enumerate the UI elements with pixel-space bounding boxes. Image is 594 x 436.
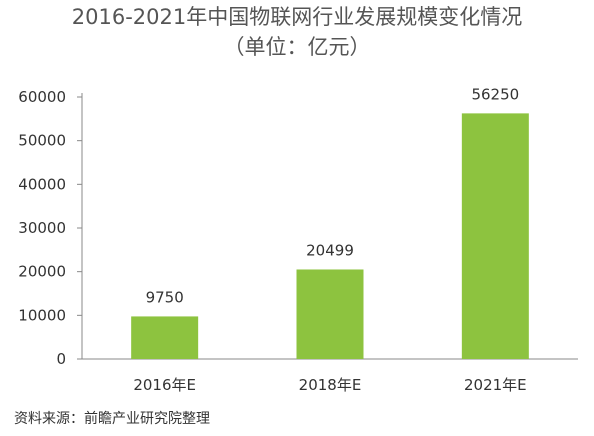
data-label: 9750 xyxy=(146,288,184,306)
bar xyxy=(131,316,199,359)
chart-subtitle: （单位：亿元） xyxy=(223,35,371,59)
chart-title: 2016-2021年中国物联网行业发展规模变化情况 xyxy=(71,5,523,29)
source-note: 资料来源：前瞻产业研究院整理 xyxy=(14,411,210,427)
data-label: 20499 xyxy=(306,241,354,259)
y-tick-label: 50000 xyxy=(18,132,66,150)
x-tick-label: 2018年E xyxy=(299,376,362,394)
y-tick-label: 30000 xyxy=(18,219,66,237)
data-label: 56250 xyxy=(471,85,519,103)
y-tick-label: 20000 xyxy=(18,263,66,281)
y-tick-label: 10000 xyxy=(18,306,66,324)
x-tick-label: 2021年E xyxy=(464,376,527,394)
y-tick-label: 60000 xyxy=(18,88,66,106)
y-tick-label: 40000 xyxy=(18,175,66,193)
y-tick-label: 0 xyxy=(56,350,66,368)
bar xyxy=(461,113,529,359)
bar xyxy=(296,269,364,359)
x-tick-label: 2016年E xyxy=(133,376,196,394)
